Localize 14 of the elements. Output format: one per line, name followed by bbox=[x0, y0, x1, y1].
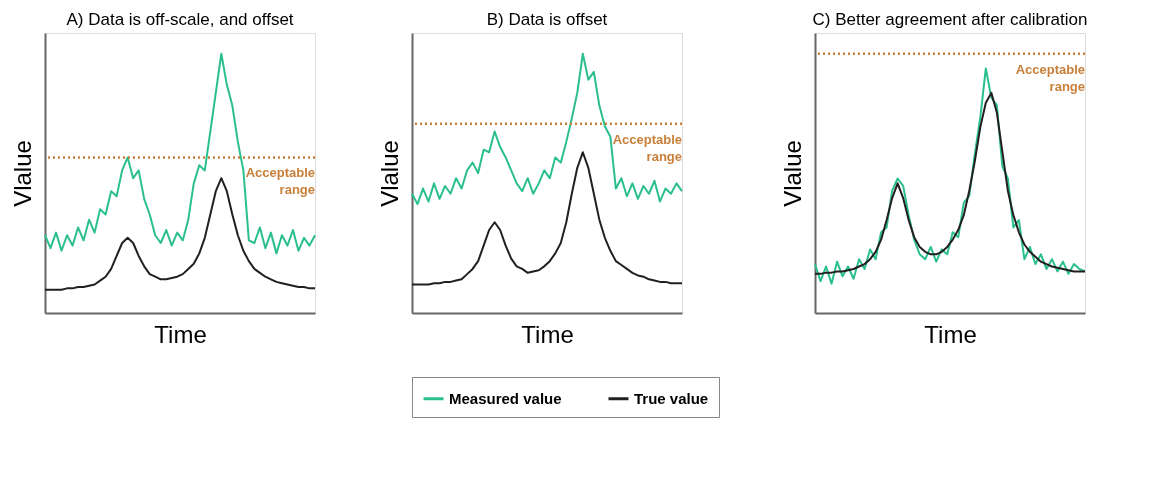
chart-title: A) Data is off-scale, and offset bbox=[66, 10, 294, 29]
ref-line-label: Acceptable range bbox=[245, 165, 315, 198]
x-axis-title: Time bbox=[924, 320, 977, 348]
x-axis-title: Time bbox=[154, 320, 207, 348]
y-axis-title: Vlalue bbox=[778, 140, 806, 207]
legend-label: Measured value bbox=[449, 389, 562, 407]
chart-title: C) Better agreement after calibration bbox=[812, 10, 1088, 29]
y-axis-title: Vlalue bbox=[375, 140, 403, 207]
legend-label: True value bbox=[634, 389, 709, 407]
chart-title: B) Data is offset bbox=[486, 10, 608, 29]
x-axis-title: Time bbox=[521, 320, 574, 348]
y-axis-title: Vlalue bbox=[8, 140, 36, 207]
ref-line-label: Acceptable range bbox=[612, 131, 682, 164]
ref-line-label: Acceptable range bbox=[1015, 61, 1085, 94]
